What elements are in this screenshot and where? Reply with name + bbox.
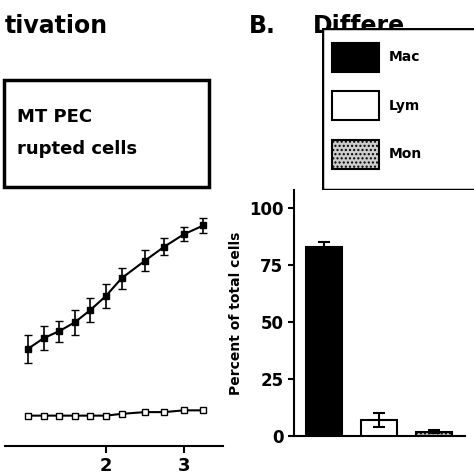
Text: Mon: Mon	[389, 147, 422, 161]
Bar	[416, 431, 452, 436]
Bar	[332, 91, 379, 120]
Text: Differe: Differe	[313, 14, 405, 38]
Text: Lym: Lym	[389, 99, 420, 113]
Y-axis label: Percent of total cells: Percent of total cells	[229, 231, 244, 394]
Bar	[332, 140, 379, 169]
Text: MT PEC: MT PEC	[18, 108, 92, 126]
Text: tivation: tivation	[5, 14, 108, 38]
Bar	[361, 420, 397, 436]
Text: Mac: Mac	[389, 50, 420, 64]
Text: rupted cells: rupted cells	[18, 140, 137, 158]
Text: B.: B.	[249, 14, 276, 38]
Bar	[306, 246, 342, 436]
Bar	[332, 43, 379, 72]
